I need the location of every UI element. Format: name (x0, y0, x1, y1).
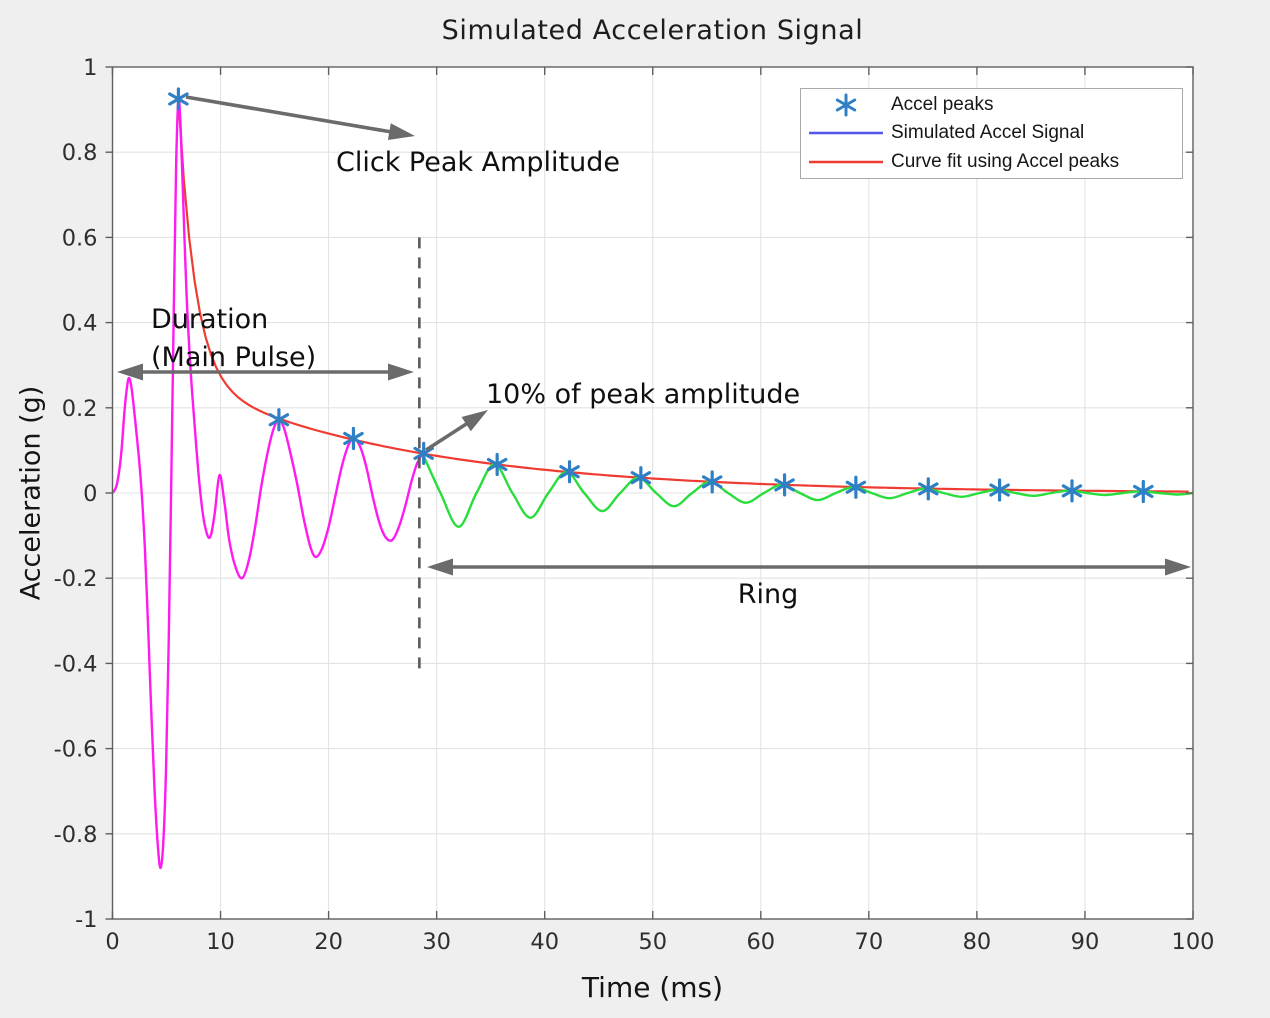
asterisk-spoke (1061, 484, 1083, 498)
y-tick-label: 0.2 (62, 396, 98, 422)
tick-marks (105, 66, 1194, 920)
signal-ring-line (421, 453, 1194, 528)
legend-item-simulated-signal: Simulated Accel Signal (801, 119, 1182, 147)
asterisk-marker-icon (801, 92, 891, 118)
asterisk-spoke (701, 475, 723, 489)
asterisk-spoke (268, 413, 290, 427)
y-tick-label: 0.8 (62, 140, 98, 166)
y-tick-label: -0.6 (54, 737, 98, 763)
line-sample-icon (801, 130, 891, 136)
x-tick-label: 100 (1172, 929, 1215, 955)
line-sample-icon (801, 159, 891, 165)
arrow-shaft (425, 419, 472, 452)
asterisk-spoke (168, 92, 189, 106)
y-axis-label: Acceleration (g) (15, 385, 47, 601)
arrow-head (387, 123, 415, 141)
y-tick-label: 0.4 (62, 311, 98, 337)
annotation-ring: Ring (737, 579, 799, 610)
y-tick-label: -1 (75, 907, 97, 933)
accel-peak-marker[interactable] (845, 475, 867, 499)
y-tick-label: -0.4 (54, 651, 98, 677)
accel-peak-marker[interactable] (559, 460, 580, 484)
x-tick-label: 70 (855, 929, 884, 955)
asterisk-spoke (343, 431, 364, 446)
x-tick-label: 0 (105, 929, 119, 955)
arrow-head (1165, 558, 1191, 576)
accel-peak-marker[interactable] (630, 466, 652, 490)
chart-title: Simulated Acceleration Signal (441, 15, 864, 46)
asterisk-spoke (918, 482, 939, 496)
accel-peak-marker[interactable] (268, 408, 290, 432)
x-tick-label: 30 (422, 929, 451, 955)
legend-label: Simulated Accel Signal (891, 122, 1085, 144)
x-tick-label: 60 (746, 929, 775, 955)
arrow-head (427, 558, 453, 576)
y-tick-label: 0 (83, 481, 97, 507)
accel-peak-marker[interactable] (989, 478, 1010, 502)
asterisk-spoke (774, 478, 795, 492)
asterisk-spoke (559, 465, 580, 479)
arrow-head (117, 363, 143, 381)
accel-peak-marker[interactable] (413, 441, 434, 465)
ring-arrow (427, 558, 1191, 576)
x-tick-label: 90 (1071, 929, 1100, 955)
annotation-duration-main-pulse: Duration (Main Pulse) (151, 301, 316, 377)
x-tick-label: 50 (638, 929, 667, 955)
accel-peak-marker[interactable] (918, 477, 939, 501)
asterisk-spoke (1133, 484, 1154, 499)
accel-peak-marker[interactable] (343, 426, 364, 451)
y-tick-label: 0.6 (62, 225, 98, 251)
legend-label: Accel peaks (891, 94, 994, 116)
annotation-duration-line2: (Main Pulse) (151, 342, 317, 373)
arrow-shaft (185, 95, 395, 135)
legend-box: Accel peaks Simulated Accel Signal Curve… (800, 88, 1183, 179)
annotation-ten-percent-of-peak: 10% of peak amplitude (486, 379, 801, 410)
x-axis-label: Time (ms) (581, 971, 724, 1004)
accel-peak-marker[interactable] (486, 452, 508, 477)
arrow-head (461, 410, 488, 432)
arrow-head (388, 363, 414, 381)
asterisk-spoke (989, 483, 1010, 497)
accel-peak-marker[interactable] (1061, 479, 1083, 503)
legend-item-curve-fit: Curve fit using Accel peaks (801, 148, 1182, 176)
tick-labels: 0 10 20 30 40 50 60 70 80 90 100 1 0.8 0.6 0.4 0.2 0 -0.2… (54, 55, 1215, 955)
click-peak-arrow (185, 95, 415, 141)
y-tick-label: -0.2 (54, 566, 98, 592)
y-tick-label: 1 (83, 55, 97, 81)
legend-item-accel-peaks: Accel peaks (801, 91, 1182, 119)
asterisk-spoke (486, 457, 508, 472)
accel-peak-marker[interactable] (1133, 479, 1154, 504)
x-tick-label: 20 (314, 929, 343, 955)
x-tick-label: 10 (206, 929, 235, 955)
duration-arrow (117, 363, 414, 381)
legend-label: Curve fit using Accel peaks (891, 150, 1120, 172)
ten-percent-arrow (425, 410, 488, 452)
accel-peak-marker[interactable] (774, 473, 795, 497)
accel-peak-marker[interactable] (701, 470, 723, 494)
x-tick-label: 40 (530, 929, 559, 955)
asterisk-spoke (630, 471, 652, 485)
asterisk-spoke (845, 480, 867, 494)
accel-peak-markers (168, 87, 1154, 504)
asterisk-spoke (413, 446, 434, 460)
y-tick-label: -0.8 (54, 822, 98, 848)
accel-peak-marker[interactable] (168, 87, 189, 111)
annotation-click-peak-amplitude: Click Peak Amplitude (336, 147, 620, 178)
x-tick-label: 80 (963, 929, 992, 955)
curve-fit-line (177, 99, 1189, 493)
annotation-duration-line1: Duration (151, 304, 269, 335)
